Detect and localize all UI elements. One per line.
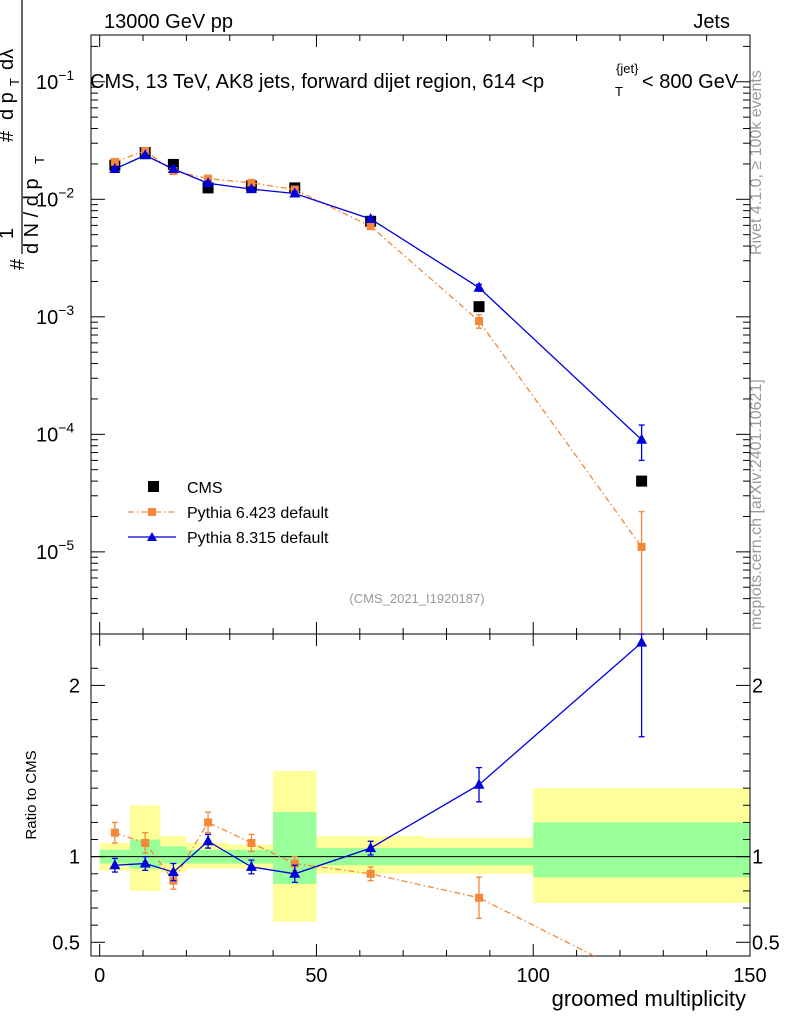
y-title-dlambda: dλ	[0, 49, 18, 70]
pythia6-ratio-point	[475, 893, 484, 902]
cms-data-point	[473, 301, 485, 313]
pythia8-point	[167, 163, 179, 174]
pythia8-ratio-point	[473, 778, 485, 789]
pythia8-ratio-point	[289, 867, 301, 878]
chart-title-sup: {jet}	[616, 61, 639, 76]
pythia8-ratio-point	[167, 866, 179, 877]
pythia6-point	[475, 317, 484, 326]
mcplots-label: mcplots.cern.ch [arXiv:2401.10621]	[748, 379, 765, 630]
chart-title: CMS, 13 TeV, AK8 jets, forward dijet reg…	[90, 61, 739, 99]
x-tick-label: 150	[733, 965, 766, 987]
y-title-dN: d N / d p	[21, 178, 43, 254]
pythia8-ratio-point	[139, 857, 151, 868]
pythia8-line	[114, 154, 643, 441]
legend: CMS Pythia 6.423 default Pythia 8.315 de…	[128, 480, 329, 547]
pythia6-ratio-point	[204, 818, 213, 827]
ratio-plot-frame	[90, 633, 751, 957]
pythia8-ratio-point	[245, 860, 257, 871]
y-tick-main-label: 10−2	[36, 184, 74, 211]
cms-data-point	[202, 182, 214, 194]
legend-cms-label: CMS	[187, 480, 223, 497]
pythia8-ratio-point	[109, 859, 121, 870]
ratio-y-title: Ratio to CMS	[23, 750, 40, 839]
pythia6-point	[247, 178, 256, 187]
y-tick-ratio-label-right: 1	[752, 847, 763, 869]
ratio-band-stat-8	[533, 822, 750, 878]
pythia8-point	[636, 433, 648, 444]
pythia8-point	[289, 187, 301, 198]
x-tick-label: 100	[517, 965, 550, 987]
y-tick-main-label: 10−1	[36, 67, 74, 94]
pythia8-point	[365, 212, 377, 223]
legend-pythia8-marker	[147, 532, 157, 541]
ratio-uncertainty-bands	[91, 771, 750, 922]
x-tick-label: 0	[94, 965, 105, 987]
chart-title-sub: T	[615, 84, 623, 99]
pythia6-ratio-point	[366, 869, 375, 878]
pythia6-ratio-point	[247, 838, 256, 847]
analysis-tag: (CMS_2021_I1920187)	[349, 591, 484, 606]
rivet-label: Rivet 4.1.0, ≥ 100k events	[748, 70, 765, 255]
y-tick-ratio-label-right: 0.5	[752, 932, 780, 954]
header-right: Jets	[693, 11, 730, 33]
pythia6-line	[114, 150, 643, 548]
y-title-T-1: T	[32, 156, 47, 164]
pythia6-ratio-point	[141, 838, 150, 847]
chart-title-tail: < 800 GeV	[642, 71, 739, 93]
legend-pythia6-marker	[148, 508, 156, 516]
y-tick-ratio-label-right: 2	[752, 675, 763, 697]
y-tick-main-label: 10−4	[36, 419, 74, 446]
ratio-band-stat-2	[160, 846, 187, 864]
header-left: 13000 GeV pp	[104, 11, 233, 33]
pythia8-ratio-point	[202, 835, 214, 846]
pythia6-ratio-point	[290, 859, 299, 868]
y-tick-ratio-label-left: 1	[69, 847, 80, 869]
cms-data-point	[636, 475, 648, 487]
pythia8-point	[139, 149, 151, 160]
pythia8-point	[202, 177, 214, 188]
y-axis-title: # 1 d N / d p T # # d 2 N d p T dλ	[0, 0, 47, 270]
main-series	[109, 146, 648, 635]
y-title-hash-1: #	[7, 258, 29, 270]
legend-pythia8-label: Pythia 8.315 default	[187, 530, 329, 547]
pythia8-point	[245, 183, 257, 194]
ratio-series	[109, 633, 648, 956]
pythia6-point	[110, 157, 119, 166]
chart-title-main: CMS, 13 TeV, AK8 jets, forward dijet reg…	[90, 71, 544, 93]
pythia8-point	[473, 281, 485, 292]
pythia8-point	[109, 163, 121, 174]
pythia6-point	[637, 542, 646, 551]
pythia8-ratio-point	[636, 636, 648, 647]
legend-cms-marker	[148, 481, 159, 492]
y-tick-main-label: 10−5	[36, 537, 74, 564]
axis-ticks: 0 50 100 150 10−1 10−2 10−3 10−4 10−5 0.5 0.5 1 1 2 2	[36, 35, 780, 987]
y-tick-main-label: 10−3	[36, 302, 74, 329]
pythia6-ratio-point	[110, 828, 119, 837]
y-tick-ratio-label-left: 0.5	[52, 932, 80, 954]
x-tick-label: 50	[305, 965, 327, 987]
pythia8-ratio-point	[365, 842, 377, 853]
y-title-dpt: d p	[0, 92, 18, 120]
y-title-T-2: T	[7, 78, 22, 86]
x-axis-title: groomed multiplicity	[552, 986, 746, 1011]
legend-pythia6-label: Pythia 6.423 default	[187, 505, 329, 522]
y-title-one: 1	[0, 228, 18, 239]
y-title-hash-2: #	[0, 130, 18, 142]
y-tick-ratio-label-left: 2	[69, 675, 80, 697]
pythia6-point	[366, 222, 375, 231]
